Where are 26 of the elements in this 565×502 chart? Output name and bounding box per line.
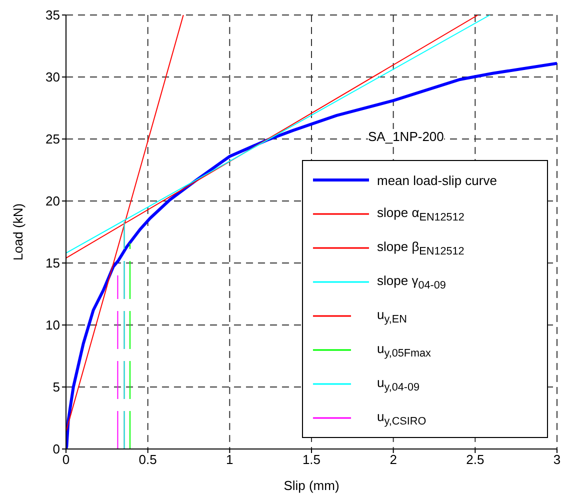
x-tick-label: 2.5 — [466, 452, 484, 468]
annotation: SA_1NP-200 — [368, 129, 444, 144]
y-tick-label: 20 — [46, 194, 60, 209]
x-tick-label: 0.5 — [138, 452, 157, 468]
legend-label: slope α$_{EN12512}$ — [377, 204, 464, 224]
y-tick-label: 5 — [52, 380, 60, 395]
x-tick-label: 1.5 — [302, 452, 321, 468]
y-tick-label: 25 — [46, 132, 60, 147]
y-tick-label: 30 — [46, 70, 60, 85]
y-axis-title: Load (kN) — [10, 203, 26, 261]
legend-label: u$_{y,05Fmax}$ — [377, 340, 431, 360]
x-axis-title: Slip (mm) — [284, 478, 340, 493]
x-tick-label: 3 — [553, 452, 561, 468]
legend-label: u$_{y,04-09}$ — [377, 374, 420, 394]
y-tick-label: 10 — [46, 318, 60, 333]
legend-label: slope β$_{EN12512}$ — [377, 238, 464, 258]
y-tick-label: 35 — [46, 8, 60, 23]
legend-label: u$_{y,CSIRO}$ — [377, 408, 426, 428]
x-tick-label: 2 — [390, 452, 397, 468]
x-tick-label: 1 — [226, 452, 234, 468]
legend-label: slope γ$_{04-09}$ — [377, 272, 446, 292]
y-tick-label: 0 — [52, 442, 60, 457]
x-tick-label: 0 — [62, 452, 70, 468]
y-tick-label: 15 — [46, 256, 60, 271]
legend-label: u$_{y,EN}$ — [377, 306, 407, 326]
legend-label: mean load-slip curve — [377, 172, 497, 188]
